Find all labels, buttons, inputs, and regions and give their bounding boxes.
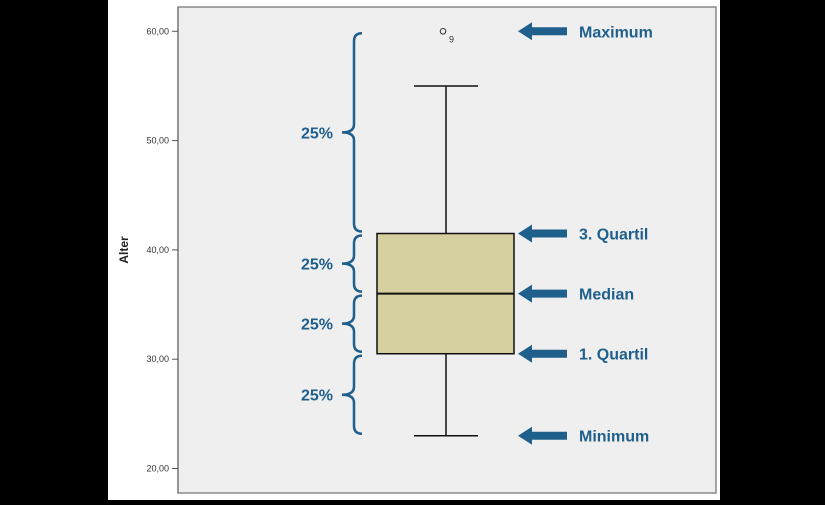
y-tick-label: 20,00 xyxy=(146,464,169,474)
y-tick-label: 40,00 xyxy=(146,245,169,255)
outlier-label: 9 xyxy=(449,34,454,44)
minimum-arrow xyxy=(518,426,567,445)
minimum-label: Minimum xyxy=(579,429,649,446)
box-plot: 9 xyxy=(376,28,515,437)
annotation-arrows: Maximum 3. Quartil Median 1. Quartil Minimum xyxy=(518,22,653,446)
bracket-percent-label: 25% xyxy=(301,388,333,405)
y-tick-label: 30,00 xyxy=(146,354,169,364)
3-quartil-arrow xyxy=(518,224,567,243)
bracket-percent-label: 25% xyxy=(301,125,333,142)
quartile-brackets: 25% 25% 25% 25% xyxy=(301,32,363,435)
maximum-label: Maximum xyxy=(579,24,653,41)
bracket-percent-label: 25% xyxy=(301,317,333,334)
bracket-percent-label: 25% xyxy=(301,257,333,274)
median-label: Median xyxy=(579,287,634,304)
3-quartil-label: 3. Quartil xyxy=(579,227,648,244)
1-quartil-label: 1. Quartil xyxy=(579,347,648,364)
quartile-bracket xyxy=(341,294,363,353)
median-arrow xyxy=(518,284,567,303)
maximum-arrow xyxy=(518,22,567,41)
y-tick-label: 50,00 xyxy=(146,136,169,146)
y-axis-label: Alter xyxy=(117,236,131,264)
y-axis-ticks: 20,00 30,00 40,00 50,00 60,00 xyxy=(146,26,178,474)
outlier-point xyxy=(439,28,447,35)
quartile-bracket xyxy=(341,32,363,233)
quartile-bracket xyxy=(341,234,363,293)
1-quartil-arrow xyxy=(518,344,567,363)
quartile-bracket xyxy=(341,354,363,435)
y-tick-label: 60,00 xyxy=(146,26,169,36)
